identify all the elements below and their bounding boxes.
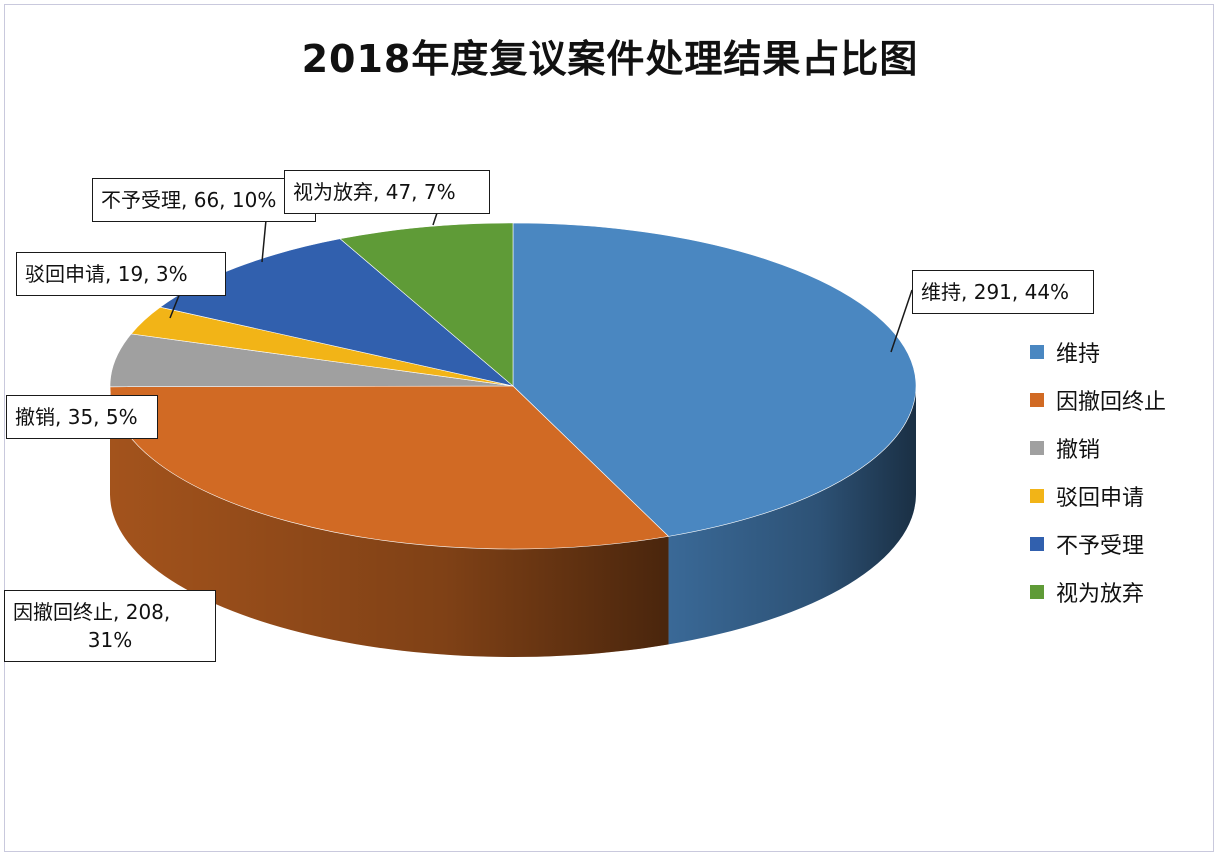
data-label-驳回申请: 驳回申请, 19, 3%: [16, 252, 226, 296]
data-label-line: 维持, 291, 44%: [921, 280, 1070, 304]
data-label-line: 不予受理, 66, 10%: [101, 188, 277, 212]
pie-slice-维持: [512, 222, 917, 537]
legend-label: 不予受理: [1056, 534, 1145, 559]
pie-side-shade-因撤回终止: [110, 386, 669, 657]
data-label-line: 因撤回终止, 208,: [13, 600, 171, 624]
data-label-因撤回终止: 因撤回终止, 208, 31%: [4, 590, 216, 662]
legend-swatch: [1030, 393, 1044, 407]
leader-line-驳回申请: [169, 292, 181, 319]
legend-swatch: [1030, 345, 1044, 359]
legend-item: 因撤回终止: [1030, 376, 1166, 424]
legend-item: 不予受理: [1030, 520, 1166, 568]
legend: 维持因撤回终止撤销驳回申请不予受理视为放弃: [1030, 328, 1166, 616]
data-label-不予受理: 不予受理, 66, 10%: [92, 178, 316, 222]
chart-title: 2018年度复议案件处理结果占比图: [301, 37, 919, 81]
pie-slice-视为放弃: [339, 222, 514, 387]
legend-swatch: [1030, 585, 1044, 599]
leader-line-维持: [890, 289, 913, 353]
legend-swatch: [1030, 441, 1044, 455]
data-label-line: 视为放弃, 47, 7%: [293, 180, 456, 204]
legend-swatch: [1030, 489, 1044, 503]
label-leaders: [169, 212, 913, 353]
leader-line-视为放弃: [432, 212, 438, 226]
pie-sides: [110, 386, 916, 657]
leader-line-不予受理: [261, 219, 267, 263]
legend-item: 视为放弃: [1030, 568, 1166, 616]
data-label-line: 31%: [87, 628, 133, 652]
legend-label: 因撤回终止: [1056, 390, 1167, 415]
legend-label: 撤销: [1056, 438, 1101, 463]
legend-item: 撤销: [1030, 424, 1166, 472]
legend-item: 维持: [1030, 328, 1166, 376]
data-label-维持: 维持, 291, 44%: [912, 270, 1094, 314]
data-label-视为放弃: 视为放弃, 47, 7%: [284, 170, 490, 214]
legend-label: 维持: [1056, 342, 1101, 367]
legend-item: 驳回申请: [1030, 472, 1166, 520]
pie-top: [109, 222, 917, 550]
pie-side-shade-维持: [668, 386, 916, 645]
data-label-line: 撤销, 35, 5%: [15, 405, 138, 429]
data-label-line: 驳回申请, 19, 3%: [25, 262, 188, 286]
chart-border: [4, 4, 1214, 852]
legend-label: 驳回申请: [1056, 486, 1145, 511]
pie-slice-不予受理: [159, 238, 514, 387]
data-label-撤销: 撤销, 35, 5%: [6, 395, 158, 439]
legend-swatch: [1030, 537, 1044, 551]
legend-label: 视为放弃: [1056, 582, 1145, 607]
